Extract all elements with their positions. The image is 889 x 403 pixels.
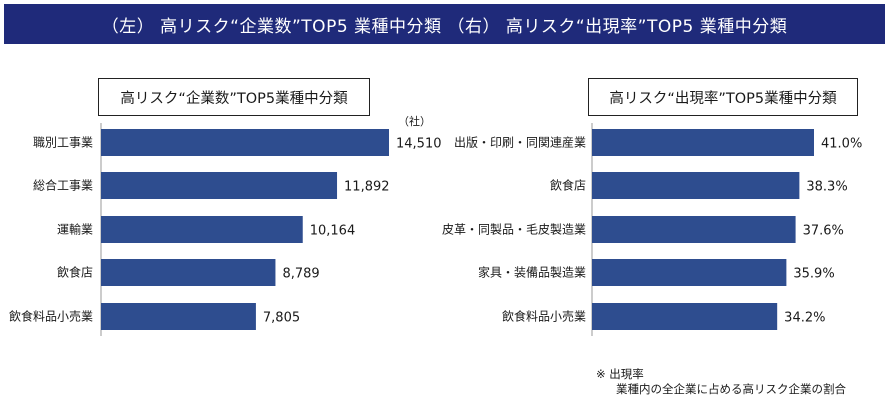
left-chart-category-label-5: 飲食料品小売業 xyxy=(9,309,93,324)
left-chart-value-label-5: 7,805 xyxy=(263,311,300,326)
right-chart-category-label-2: 飲食店 xyxy=(550,178,586,193)
page-banner: （左） 高リスク“企業数”TOP5 業種中分類 （右） 高リスク“出現率”TOP… xyxy=(4,4,885,44)
right-chart-value-label-4: 35.9% xyxy=(793,267,834,282)
left-chart-title: 高リスク“企業数”TOP5業種中分類 xyxy=(98,78,370,116)
left-chart-category-label-2: 総合工事業 xyxy=(33,178,93,193)
right-chart-bar-4 xyxy=(592,259,787,286)
right-chart-bar-3 xyxy=(592,216,796,243)
left-chart-category-label-4: 飲食店 xyxy=(57,265,93,280)
right-chart-bar-2 xyxy=(592,172,800,199)
footnote-title: ※ 出現率 xyxy=(596,367,644,381)
left-chart-unit: （社） xyxy=(398,115,431,128)
footnote: ※ 出現率 業種内の全企業に占める高リスク企業の割合 xyxy=(596,367,846,397)
left-chart-bar-5 xyxy=(101,303,256,330)
right-chart-value-label-5: 34.2% xyxy=(784,311,825,326)
right-chart-category-label-4: 家具・装備品製造業 xyxy=(478,265,586,280)
right-chart-category-label-3: 皮革・同製品・毛皮製造業 xyxy=(442,223,586,237)
left-chart-bar-4 xyxy=(101,259,276,286)
right-chart-category-label-5: 飲食料品小売業 xyxy=(502,309,586,324)
left-chart-category-label-1: 職別工事業 xyxy=(33,136,93,150)
right-chart-bar-1 xyxy=(592,129,814,156)
left-chart-bar-3 xyxy=(101,216,303,243)
left-chart-value-label-1: 14,510 xyxy=(396,137,442,152)
left-chart-bar-2 xyxy=(101,172,338,199)
left-chart-value-label-2: 11,892 xyxy=(344,180,390,195)
right-chart-value-label-2: 38.3% xyxy=(806,180,847,195)
left-chart-value-label-4: 8,789 xyxy=(282,267,319,282)
right-chart-bar-5 xyxy=(592,303,778,330)
right-chart-value-label-1: 41.0% xyxy=(821,137,862,152)
footnote-text: 業種内の全企業に占める高リスク企業の割合 xyxy=(616,382,846,396)
left-chart-bar-1 xyxy=(101,129,389,156)
right-chart-value-label-3: 37.6% xyxy=(803,224,844,239)
right-chart-title: 高リスク“出現率”TOP5業種中分類 xyxy=(588,78,858,116)
right-chart-category-label-1: 出版・印刷・同関連産業 xyxy=(454,135,586,150)
left-chart-category-label-3: 運輸業 xyxy=(57,222,93,237)
left-chart-value-label-3: 10,164 xyxy=(310,224,356,239)
